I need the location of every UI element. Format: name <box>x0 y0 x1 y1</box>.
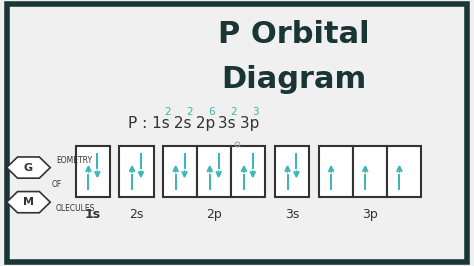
Bar <box>76 146 110 197</box>
Text: OLECULES: OLECULES <box>56 204 95 213</box>
Text: Diagram: Diagram <box>221 65 366 94</box>
Text: 2p: 2p <box>191 116 215 131</box>
Bar <box>319 146 353 197</box>
Text: 2s: 2s <box>129 208 144 221</box>
Text: 3s: 3s <box>285 208 299 221</box>
Text: OF: OF <box>51 180 62 189</box>
Text: EOMETRY: EOMETRY <box>56 156 92 165</box>
Bar <box>275 146 309 197</box>
Text: 2: 2 <box>186 107 193 117</box>
Text: 6: 6 <box>208 107 215 117</box>
Text: 1s: 1s <box>85 208 101 221</box>
Bar <box>119 146 154 197</box>
Bar <box>163 146 197 197</box>
Bar <box>231 146 265 197</box>
Bar <box>387 146 421 197</box>
Text: P : 1s: P : 1s <box>128 116 170 131</box>
Text: M: M <box>23 197 34 207</box>
Text: 2p: 2p <box>206 208 222 221</box>
Text: 2s: 2s <box>169 116 191 131</box>
Text: 3: 3 <box>253 107 259 117</box>
Text: G: G <box>24 163 33 173</box>
Text: P Orbital: P Orbital <box>218 20 370 49</box>
Bar <box>353 146 387 197</box>
Text: 2: 2 <box>230 107 237 117</box>
Bar <box>197 146 231 197</box>
Text: 3p: 3p <box>362 208 378 221</box>
Text: 3p: 3p <box>235 116 259 131</box>
Text: 2: 2 <box>164 107 171 117</box>
Text: 3s: 3s <box>213 116 236 131</box>
